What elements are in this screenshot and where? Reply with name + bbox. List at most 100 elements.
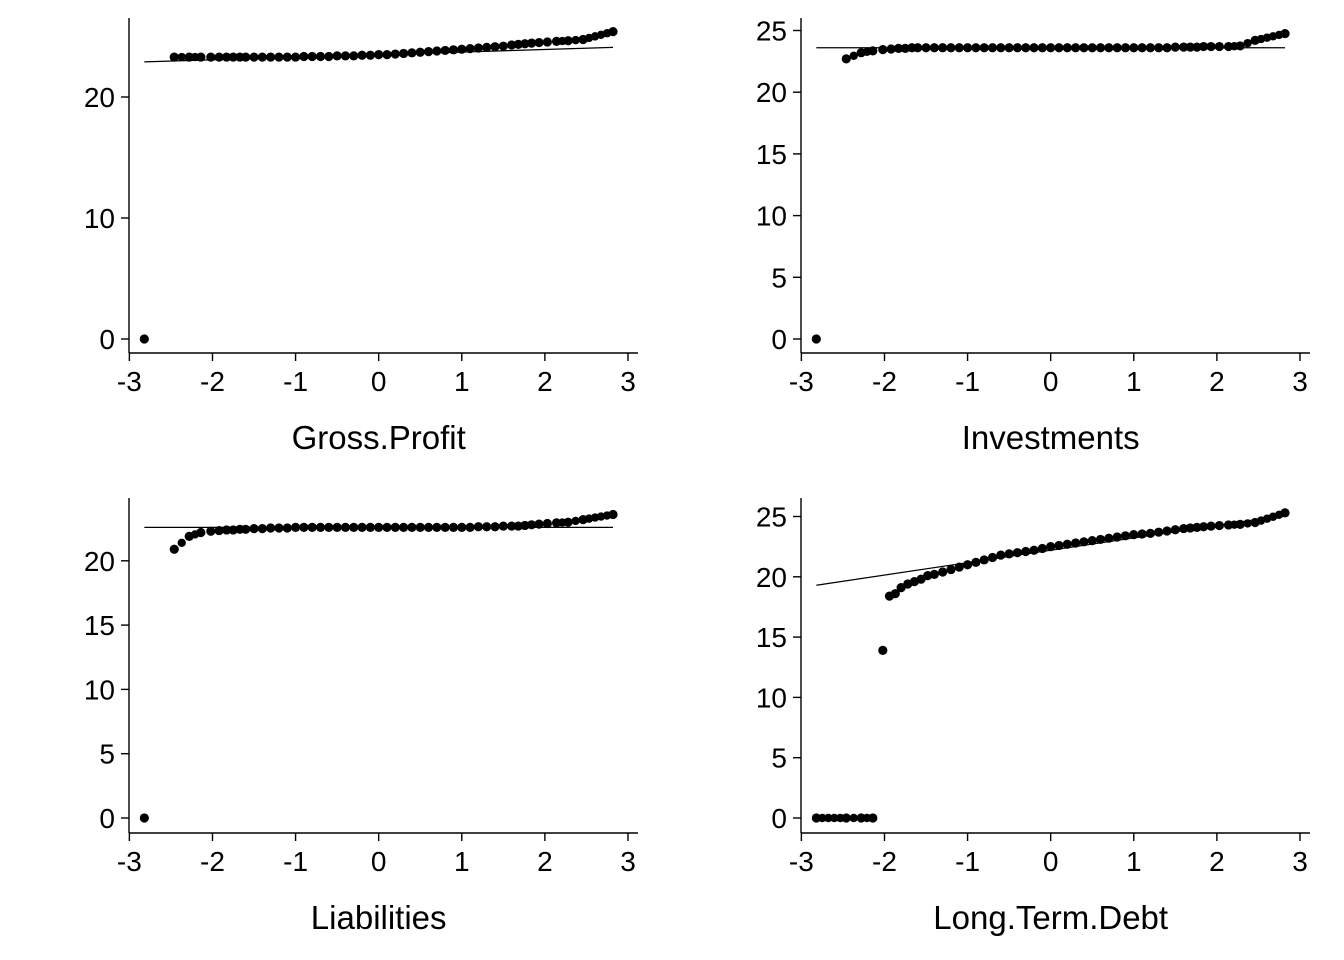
y-tick-label: 20 xyxy=(84,546,115,577)
data-point xyxy=(374,522,384,532)
data-point xyxy=(415,522,425,532)
data-point xyxy=(1079,43,1089,53)
data-point xyxy=(954,43,964,53)
y-tick-label: 20 xyxy=(756,562,787,593)
data-point xyxy=(856,813,866,823)
data-point xyxy=(1129,529,1139,540)
data-point xyxy=(1095,43,1106,53)
data-point xyxy=(1235,519,1245,529)
data-point xyxy=(196,52,206,62)
x-tick-label: -1 xyxy=(955,366,980,397)
data-point xyxy=(1280,508,1290,518)
data-point xyxy=(971,43,981,53)
data-point xyxy=(811,334,821,344)
data-point xyxy=(448,522,459,532)
data-point xyxy=(228,525,238,535)
data-point xyxy=(365,50,375,60)
y-tick-label: 20 xyxy=(84,82,115,113)
data-point xyxy=(407,48,417,58)
data-point xyxy=(971,557,981,567)
data-point xyxy=(1029,43,1039,53)
data-point xyxy=(222,525,232,535)
qq-panel-1: -3 -2 -1 0 1 2 3 0 10 20 Gross.Profit xyxy=(84,18,638,456)
data-point xyxy=(257,52,267,62)
x-axis-title: Liabilities xyxy=(311,899,447,936)
data-point xyxy=(1046,542,1056,552)
data-point xyxy=(357,522,367,532)
data-point xyxy=(571,35,580,45)
x-axis-title: Investments xyxy=(962,419,1140,456)
data-point xyxy=(440,522,450,532)
data-point xyxy=(498,41,508,51)
data-point xyxy=(1021,546,1031,557)
data-point xyxy=(332,522,342,532)
data-point xyxy=(249,524,259,534)
y-tick-label: 10 xyxy=(84,203,115,234)
data-point xyxy=(1112,43,1122,53)
data-point xyxy=(1162,526,1172,536)
data-point xyxy=(382,50,392,60)
data-point xyxy=(946,564,956,575)
data-point xyxy=(299,51,309,62)
data-point xyxy=(1154,43,1164,53)
data-point xyxy=(1185,523,1195,533)
data-point xyxy=(886,44,896,54)
data-point xyxy=(946,43,956,53)
data-point xyxy=(1192,522,1202,532)
x-tick-label: 1 xyxy=(454,846,470,877)
x-tick-label: -2 xyxy=(200,366,225,397)
data-point xyxy=(1120,531,1131,541)
data-point xyxy=(1129,43,1139,53)
data-point xyxy=(139,334,149,344)
data-point xyxy=(938,43,948,53)
data-point xyxy=(571,516,580,526)
x-tick-label: -3 xyxy=(117,846,142,877)
x-tick-label: 1 xyxy=(1126,846,1142,877)
data-point xyxy=(307,522,317,532)
x-tick-label: 2 xyxy=(537,366,553,397)
y-tick-label: 15 xyxy=(756,139,787,170)
data-point xyxy=(1179,42,1189,52)
data-point xyxy=(1243,38,1252,48)
x-axis-title: Gross.Profit xyxy=(292,419,466,456)
data-point xyxy=(1280,28,1290,39)
data-point xyxy=(921,43,931,53)
x-tick-label: 0 xyxy=(1043,846,1059,877)
x-tick-label: 1 xyxy=(1126,366,1142,397)
x-tick-label: -3 xyxy=(789,366,814,397)
data-point xyxy=(1012,43,1023,53)
data-point xyxy=(878,45,888,55)
data-point xyxy=(1137,529,1147,539)
data-point xyxy=(929,569,939,579)
data-point xyxy=(473,522,483,532)
data-point xyxy=(266,523,276,533)
data-point xyxy=(349,51,359,61)
data-point xyxy=(987,43,998,53)
data-point xyxy=(868,46,878,56)
data-point xyxy=(954,562,964,572)
data-point xyxy=(979,555,989,565)
data-point xyxy=(1170,42,1180,52)
data-point xyxy=(169,544,179,554)
data-point xyxy=(1214,41,1224,52)
y-tick-label: 5 xyxy=(771,262,787,293)
data-point xyxy=(315,522,326,532)
data-point xyxy=(324,522,334,532)
x-tick-label: 0 xyxy=(371,846,387,877)
data-point xyxy=(841,54,851,64)
data-point xyxy=(542,518,552,529)
data-point xyxy=(177,52,186,62)
x-tick-label: 0 xyxy=(1043,366,1059,397)
data-point xyxy=(1004,549,1014,559)
data-point xyxy=(315,51,326,62)
data-point xyxy=(938,567,948,577)
data-point xyxy=(1071,43,1081,53)
data-point xyxy=(818,813,827,823)
y-tick-label: 20 xyxy=(756,77,787,108)
data-point xyxy=(222,52,232,62)
x-tick-label: -3 xyxy=(789,846,814,877)
y-tick-label: 5 xyxy=(99,739,115,770)
data-point xyxy=(894,43,904,53)
data-point xyxy=(996,43,1006,53)
